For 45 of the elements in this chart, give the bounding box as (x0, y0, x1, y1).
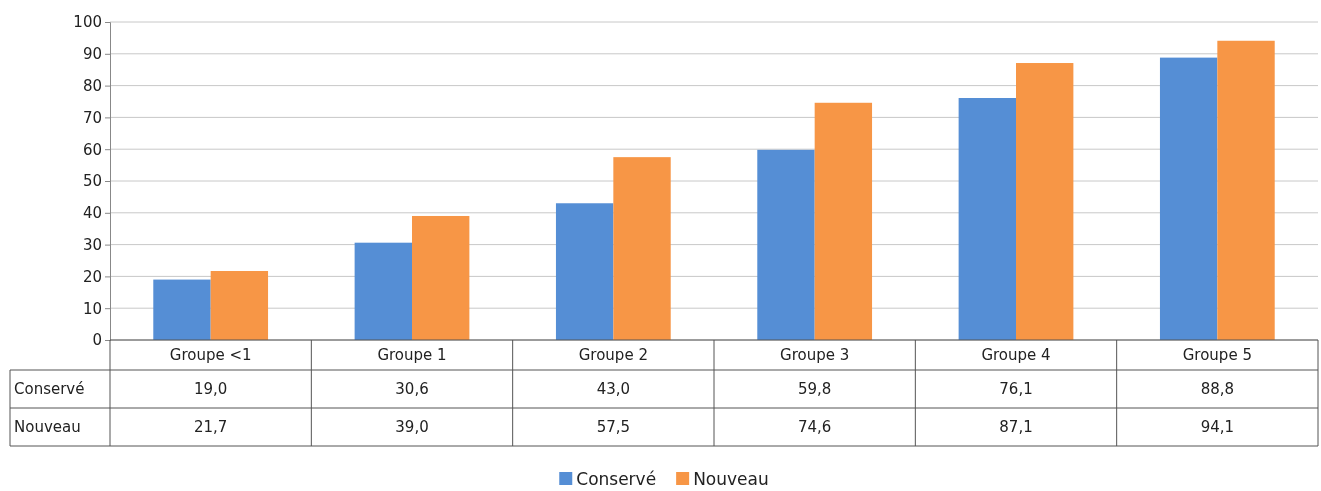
y-tick-label: 10 (82, 299, 102, 318)
y-tick-label: 100 (73, 13, 102, 32)
x-tick-label: Groupe 3 (780, 346, 850, 365)
data-label: 87,1 (999, 418, 1033, 437)
y-tick-label: 40 (82, 204, 102, 223)
data-label: 19,0 (193, 380, 228, 399)
x-tick-label: Groupe <1 (169, 346, 252, 365)
bar (613, 157, 671, 340)
bar (958, 98, 1016, 340)
y-tick-label: 30 (82, 235, 102, 254)
bar (1016, 63, 1074, 340)
x-tick-label: Groupe 4 (981, 346, 1051, 365)
x-tick-label: Groupe 1 (377, 346, 447, 365)
bar (354, 242, 412, 340)
y-tick-label: 20 (82, 267, 102, 286)
text: Nouveau (14, 418, 81, 437)
y-tick-label: 0 (92, 331, 102, 350)
legend-label: Conservé (576, 468, 657, 489)
y-tick-label: 50 (82, 172, 102, 191)
text: Conservé (14, 380, 85, 399)
y-tick-label: 80 (82, 76, 102, 95)
bar (555, 203, 614, 340)
bar (153, 279, 211, 340)
bar (1159, 57, 1218, 340)
bar (412, 215, 470, 340)
data-label: 94,1 (1200, 418, 1235, 437)
data-label: 21,7 (193, 418, 228, 437)
bar (1217, 40, 1275, 340)
data-label: 30,6 (395, 380, 429, 399)
x-tick-label: Groupe 5 (1182, 346, 1252, 365)
y-tick-label: 70 (82, 108, 102, 127)
bar (757, 149, 815, 340)
data-label: 74,6 (797, 418, 832, 437)
y-tick-label: 60 (82, 140, 102, 159)
data-label: 43,0 (596, 380, 631, 399)
data-label: 88,8 (1200, 380, 1235, 399)
legend-label: Nouveau (693, 468, 769, 489)
data-label: 39,0 (395, 418, 429, 437)
data-label: 59,8 (797, 380, 832, 399)
data-label: 76,1 (999, 380, 1033, 399)
data-label: 57,5 (596, 418, 631, 437)
bar (814, 102, 873, 340)
bar (210, 270, 269, 340)
x-tick-label: Groupe 2 (578, 346, 648, 365)
y-tick-label: 90 (82, 45, 102, 64)
